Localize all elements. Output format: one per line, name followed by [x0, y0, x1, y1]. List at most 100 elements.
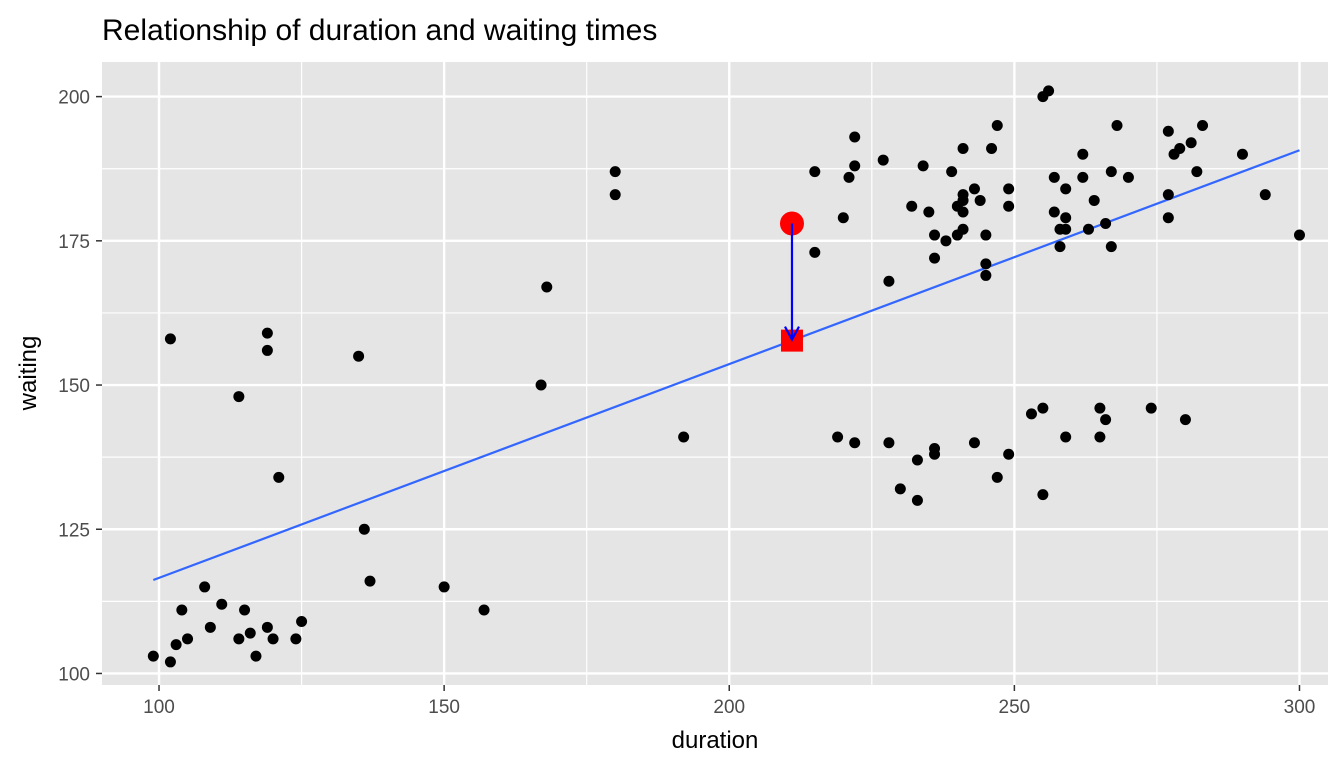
data-point	[1048, 206, 1060, 218]
data-point	[957, 206, 969, 218]
data-point	[1025, 408, 1037, 420]
data-point	[940, 235, 952, 247]
data-point	[233, 633, 245, 645]
data-point	[809, 166, 821, 178]
y-axis-title: waiting	[15, 336, 42, 412]
data-point	[1162, 125, 1174, 137]
data-point	[991, 471, 1003, 483]
data-point	[832, 431, 844, 443]
y-tick-label: 200	[58, 88, 90, 109]
data-point	[1259, 189, 1271, 201]
data-point	[1293, 229, 1305, 241]
y-tick-label: 175	[58, 232, 90, 253]
data-point	[1105, 166, 1117, 178]
data-point	[1094, 431, 1106, 443]
data-point	[1185, 137, 1197, 149]
data-point	[883, 437, 895, 449]
data-point	[1162, 212, 1174, 224]
data-point	[1054, 241, 1066, 253]
data-point	[957, 143, 969, 155]
data-point	[929, 229, 941, 241]
data-point	[199, 581, 211, 593]
data-point	[1191, 166, 1203, 178]
data-point	[849, 131, 861, 143]
data-point	[478, 604, 490, 616]
data-point	[1100, 414, 1112, 426]
data-point	[182, 633, 194, 645]
data-point	[250, 650, 262, 662]
data-point	[1236, 148, 1248, 160]
data-point	[438, 581, 450, 593]
data-point	[906, 200, 918, 212]
highlight-group	[779, 211, 804, 352]
data-point	[957, 223, 969, 235]
chart-title: Relationship of duration and waiting tim…	[102, 14, 657, 47]
data-point	[1174, 143, 1186, 155]
data-point	[1111, 119, 1123, 131]
data-point	[1048, 171, 1060, 183]
data-point	[535, 379, 547, 391]
x-axis-ticks: 100 150 200 250 300	[143, 685, 1315, 718]
data-points	[147, 85, 1305, 668]
data-point	[968, 183, 980, 195]
data-point	[1100, 218, 1112, 230]
data-point	[1060, 212, 1072, 224]
data-point	[296, 616, 308, 628]
data-point	[894, 483, 906, 495]
data-point	[1037, 489, 1049, 501]
data-point	[261, 621, 273, 633]
data-point	[877, 154, 889, 166]
data-point	[1162, 189, 1174, 201]
residual-arrow-head	[784, 326, 800, 342]
data-point	[244, 627, 256, 639]
data-point	[1060, 431, 1072, 443]
data-point	[1105, 241, 1117, 253]
data-point	[609, 166, 621, 178]
data-point	[980, 258, 992, 270]
data-point	[204, 621, 216, 633]
data-point	[980, 269, 992, 281]
data-point	[164, 333, 176, 345]
data-point	[261, 327, 273, 339]
data-point	[837, 212, 849, 224]
data-point	[239, 604, 251, 616]
data-point	[609, 189, 621, 201]
data-point	[170, 639, 182, 651]
x-tick-label: 300	[1284, 697, 1316, 718]
data-point	[923, 206, 935, 218]
data-point	[986, 143, 998, 155]
data-point	[273, 471, 285, 483]
y-tick-label: 125	[58, 520, 90, 541]
data-point	[1197, 119, 1209, 131]
y-axis-ticks: 100 125 150 175 200	[58, 88, 102, 685]
data-point	[1077, 171, 1089, 183]
y-tick-label: 100	[58, 664, 90, 685]
x-tick-label: 250	[999, 697, 1031, 718]
data-point	[809, 246, 821, 258]
data-point	[216, 598, 228, 610]
data-point	[843, 171, 855, 183]
data-point	[1083, 223, 1095, 235]
data-point	[358, 523, 370, 535]
data-point	[917, 160, 929, 172]
data-point	[261, 344, 273, 356]
data-point	[176, 604, 188, 616]
data-point	[541, 281, 553, 293]
x-axis-title: duration	[672, 727, 759, 754]
data-point	[957, 194, 969, 206]
data-point	[883, 275, 895, 287]
data-point	[980, 229, 992, 241]
data-point	[1037, 402, 1049, 414]
data-point	[1122, 171, 1134, 183]
data-point	[1077, 148, 1089, 160]
data-point	[1145, 402, 1157, 414]
data-point	[929, 448, 941, 460]
data-point	[678, 431, 690, 443]
x-tick-label: 100	[143, 697, 175, 718]
data-point	[290, 633, 302, 645]
data-point	[946, 166, 958, 178]
data-point	[267, 633, 279, 645]
data-point	[974, 194, 986, 206]
